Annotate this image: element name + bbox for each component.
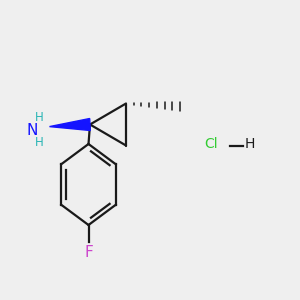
Text: H: H bbox=[244, 137, 255, 151]
Text: F: F bbox=[84, 245, 93, 260]
Text: N: N bbox=[27, 123, 38, 138]
Text: Cl: Cl bbox=[204, 137, 218, 151]
Text: H: H bbox=[34, 111, 43, 124]
Polygon shape bbox=[50, 118, 90, 130]
Text: H: H bbox=[34, 136, 43, 149]
